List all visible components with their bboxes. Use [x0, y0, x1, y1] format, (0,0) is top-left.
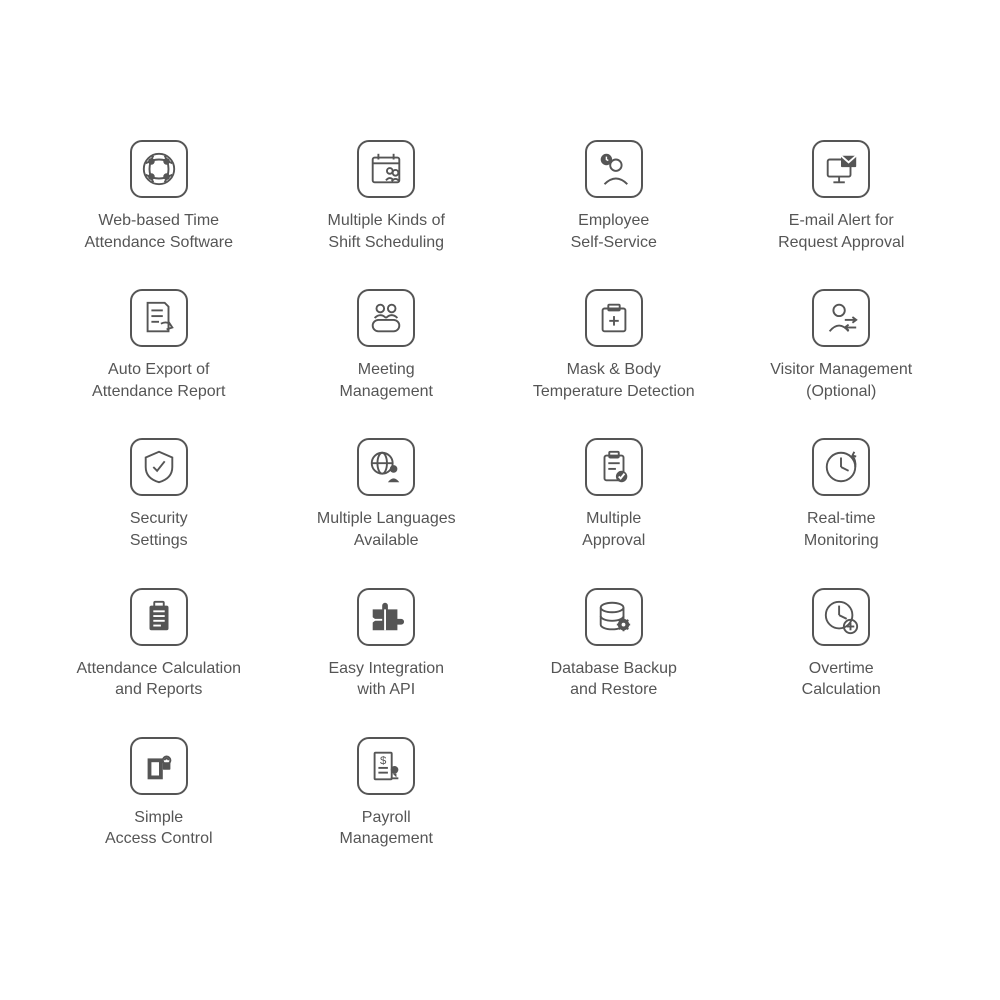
door-lock-icon — [130, 737, 188, 795]
globe-network-icon — [130, 140, 188, 198]
feature-payroll: Payroll Management — [278, 737, 496, 850]
feature-label: Multiple Languages Available — [317, 508, 456, 551]
feature-label: Mask & Body Temperature Detection — [533, 359, 695, 402]
feature-overtime: Overtime Calculation — [733, 588, 951, 701]
document-export-icon — [130, 289, 188, 347]
feature-label: Multiple Approval — [582, 508, 645, 551]
meeting-table-icon — [357, 289, 415, 347]
mail-screen-icon — [812, 140, 870, 198]
globe-person-icon — [357, 438, 415, 496]
feature-employee-self-service: Employee Self-Service — [505, 140, 723, 253]
health-scan-icon — [585, 289, 643, 347]
clipboard-list-icon — [130, 588, 188, 646]
feature-label: Database Backup and Restore — [551, 658, 677, 701]
feature-label: Visitor Management (Optional) — [770, 359, 912, 402]
database-gear-icon — [585, 588, 643, 646]
clipboard-check-icon — [585, 438, 643, 496]
puzzle-icon — [357, 588, 415, 646]
payroll-stamp-icon — [357, 737, 415, 795]
feature-label: Simple Access Control — [105, 807, 213, 850]
calendar-people-icon — [357, 140, 415, 198]
feature-label: Real-time Monitoring — [804, 508, 879, 551]
feature-label: Multiple Kinds of Shift Scheduling — [328, 210, 445, 253]
shield-check-icon — [130, 438, 188, 496]
clock-plus-icon — [812, 588, 870, 646]
feature-label: E-mail Alert for Request Approval — [778, 210, 904, 253]
feature-visitor-management: Visitor Management (Optional) — [733, 289, 951, 402]
feature-label: Auto Export of Attendance Report — [92, 359, 225, 402]
person-clock-icon — [585, 140, 643, 198]
feature-shift-scheduling: Multiple Kinds of Shift Scheduling — [278, 140, 496, 253]
clock-refresh-icon — [812, 438, 870, 496]
feature-web-time-attendance: Web-based Time Attendance Software — [50, 140, 268, 253]
feature-real-time-monitoring: Real-time Monitoring — [733, 438, 951, 551]
feature-access-control: Simple Access Control — [50, 737, 268, 850]
feature-attendance-reports: Attendance Calculation and Reports — [50, 588, 268, 701]
feature-database-backup: Database Backup and Restore — [505, 588, 723, 701]
feature-email-alert: E-mail Alert for Request Approval — [733, 140, 951, 253]
feature-label: Attendance Calculation and Reports — [76, 658, 241, 701]
feature-multiple-approval: Multiple Approval — [505, 438, 723, 551]
feature-label: Meeting Management — [340, 359, 433, 402]
feature-label: Easy Integration with API — [328, 658, 444, 701]
feature-label: Security Settings — [130, 508, 188, 551]
feature-meeting-management: Meeting Management — [278, 289, 496, 402]
feature-auto-export: Auto Export of Attendance Report — [50, 289, 268, 402]
feature-label: Payroll Management — [340, 807, 433, 850]
features-grid: Web-based Time Attendance Software Multip… — [50, 140, 950, 850]
feature-languages: Multiple Languages Available — [278, 438, 496, 551]
feature-mask-temperature: Mask & Body Temperature Detection — [505, 289, 723, 402]
feature-api-integration: Easy Integration with API — [278, 588, 496, 701]
feature-label: Overtime Calculation — [802, 658, 881, 701]
feature-label: Web-based Time Attendance Software — [84, 210, 233, 253]
feature-security-settings: Security Settings — [50, 438, 268, 551]
visitor-arrows-icon — [812, 289, 870, 347]
feature-label: Employee Self-Service — [571, 210, 657, 253]
